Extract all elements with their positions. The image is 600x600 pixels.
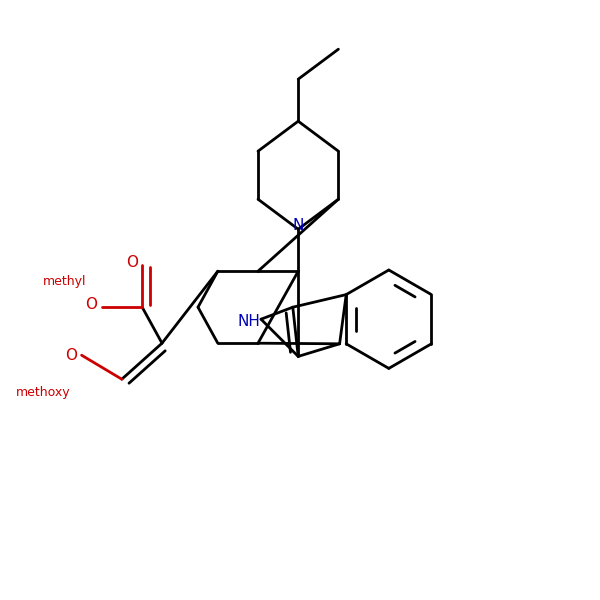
Text: O: O [85, 297, 97, 312]
Text: methoxy: methoxy [16, 386, 71, 399]
Text: O: O [126, 255, 138, 270]
Text: methyl: methyl [43, 275, 86, 289]
Text: NH: NH [238, 314, 260, 329]
Text: N: N [293, 217, 304, 232]
Text: O: O [65, 348, 77, 362]
